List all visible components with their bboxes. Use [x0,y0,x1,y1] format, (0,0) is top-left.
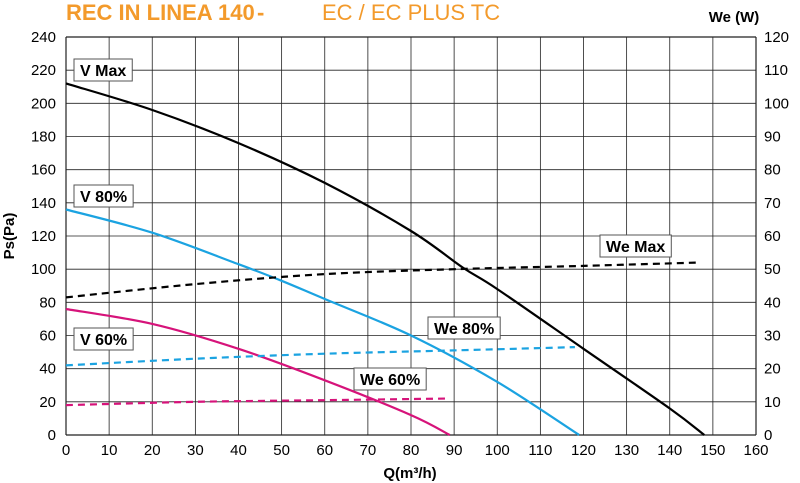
chart-title-main: REC IN LINEA 140 [66,0,255,25]
x-tick-label: 130 [614,442,639,459]
y-tick-label: 200 [31,95,56,112]
y2-tick-label: 50 [764,261,781,278]
y-axis-title: Ps(Pa) [1,213,18,260]
label-we-80: We 80% [434,321,494,338]
x-tick-label: 30 [187,442,204,459]
y2-tick-label: 100 [764,95,789,112]
y-tick-label: 20 [39,394,56,411]
x-axis-title: Q(m³/h) [383,465,436,482]
label-v-80: V 80% [80,189,127,206]
y2-tick-label: 70 [764,195,781,212]
series-v-60-line [65,307,451,436]
series-we-80-line [65,346,575,367]
x-tick-label: 110 [528,442,552,459]
label-box-v-80 [73,184,134,208]
y-tick-label: 140 [31,195,56,212]
label-box-v-60 [73,327,134,351]
x-tick-label: 100 [485,442,510,459]
y2-tick-label: 90 [764,129,781,146]
chart-title-separator: - [257,0,264,25]
y2-tick-label: 20 [764,361,781,378]
y2-tick-label: 60 [764,228,781,245]
y-tick-label: 240 [31,29,56,46]
x-tick-label: 50 [273,442,290,459]
series-v-80-line [65,208,580,436]
y2-tick-label: 30 [764,328,781,345]
chart-subtitle: EC / EC PLUS TC [322,0,500,25]
x-tick-label: 80 [403,442,420,459]
y-tick-label: 80 [39,294,56,311]
x-tick-label: 0 [62,442,70,459]
y2-tick-label: 80 [764,162,781,179]
label-box-v-max [73,58,133,82]
y-tick-label: 60 [39,328,56,345]
tick-labels: 0 10 20 30 40 50 60 70 80 90 100 110 120 130 140 150 160… [31,29,789,459]
x-tick-label: 140 [657,442,682,459]
y-tick-label: 220 [31,62,56,79]
y2-tick-label: 120 [764,29,789,46]
right-axis-title: We (W) [709,9,760,26]
label-v-60: V 60% [80,332,127,349]
y2-tick-label: 0 [764,427,772,444]
x-tick-label: 20 [144,442,161,459]
x-tick-label: 10 [101,442,118,459]
x-tick-label: 160 [743,442,768,459]
x-tick-label: 60 [316,442,333,459]
series-labels: V Max V 80% V 60% We Max We 80% We 60% [73,58,672,391]
label-we-60: We 60% [360,372,420,389]
x-tick-label: 70 [360,442,377,459]
y-tick-label: 180 [31,129,56,146]
label-v-max: V Max [80,63,126,80]
label-box-we-60 [353,367,427,391]
series-we-max-line [65,261,700,299]
y-tick-label: 100 [31,261,56,278]
y2-tick-label: 40 [764,294,781,311]
chart-title: REC IN LINEA 140 - EC / EC PLUS TC [66,0,500,25]
grid [65,36,757,436]
series-v-max-line [65,82,705,436]
y-tick-label: 120 [31,228,56,245]
y-tick-label: 40 [39,361,56,378]
y-tick-label: 160 [31,162,56,179]
label-we-max: We Max [606,239,665,256]
x-tick-label: 150 [700,442,725,459]
series-lines [65,82,705,436]
x-tick-label: 90 [446,442,463,459]
series-we-60-line [65,397,450,407]
y2-tick-label: 10 [764,394,781,411]
label-box-we-80 [427,316,501,340]
y-tick-label: 0 [48,427,56,444]
x-tick-label: 40 [230,442,247,459]
y2-tick-label: 110 [764,62,788,79]
label-box-we-max [599,234,672,258]
x-tick-label: 120 [571,442,596,459]
